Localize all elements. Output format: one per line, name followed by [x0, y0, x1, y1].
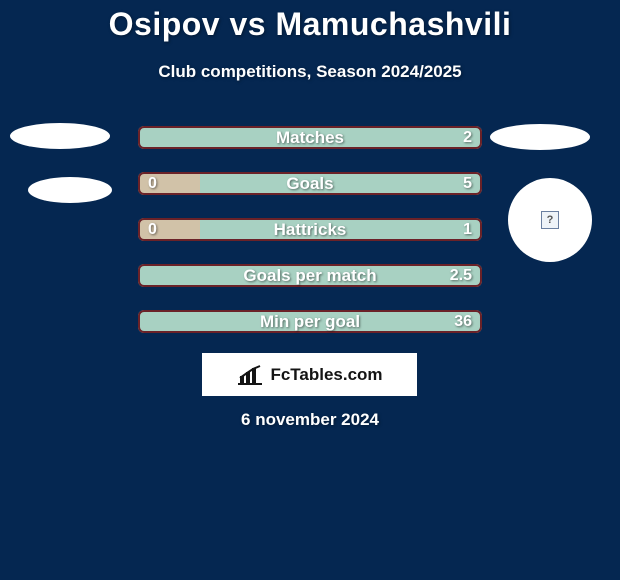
stat-bar-fill-right [138, 126, 482, 149]
stat-bar-value-right: 5 [463, 175, 472, 193]
footer-date: 6 november 2024 [0, 410, 620, 430]
logo-chart-icon [236, 364, 264, 386]
stat-bar: Hattricks01 [138, 218, 482, 241]
stat-bar: Matches2 [138, 126, 482, 149]
stat-bar-fill-right [200, 218, 482, 241]
page-subtitle: Club competitions, Season 2024/2025 [0, 62, 620, 82]
stat-bar-value-left: 0 [148, 175, 157, 193]
logo-text: FcTables.com [270, 365, 382, 385]
logo-box: FcTables.com [202, 353, 417, 396]
page-title: Osipov vs Mamuchashvili [0, 6, 620, 43]
placeholder-ellipse [10, 123, 110, 149]
stat-bar-fill-right [200, 172, 482, 195]
placeholder-ellipse [28, 177, 112, 203]
stat-bar-value-right: 2.5 [450, 267, 472, 285]
broken-image-icon: ? [541, 211, 559, 229]
stat-bar-value-right: 2 [463, 129, 472, 147]
stat-bar: Goals05 [138, 172, 482, 195]
comparison-bars: Matches2Goals05Hattricks01Goals per matc… [138, 126, 482, 356]
stat-bar: Min per goal36 [138, 310, 482, 333]
stat-bar-fill-right [138, 310, 482, 333]
stat-bar-value-left: 0 [148, 221, 157, 239]
infographic-stage: Osipov vs Mamuchashvili Club competition… [0, 0, 620, 580]
stat-bar-value-right: 1 [463, 221, 472, 239]
placeholder-circle: ? [508, 178, 592, 262]
stat-bar-value-right: 36 [454, 313, 472, 331]
stat-bar: Goals per match2.5 [138, 264, 482, 287]
stat-bar-fill-right [138, 264, 482, 287]
placeholder-ellipse [490, 124, 590, 150]
